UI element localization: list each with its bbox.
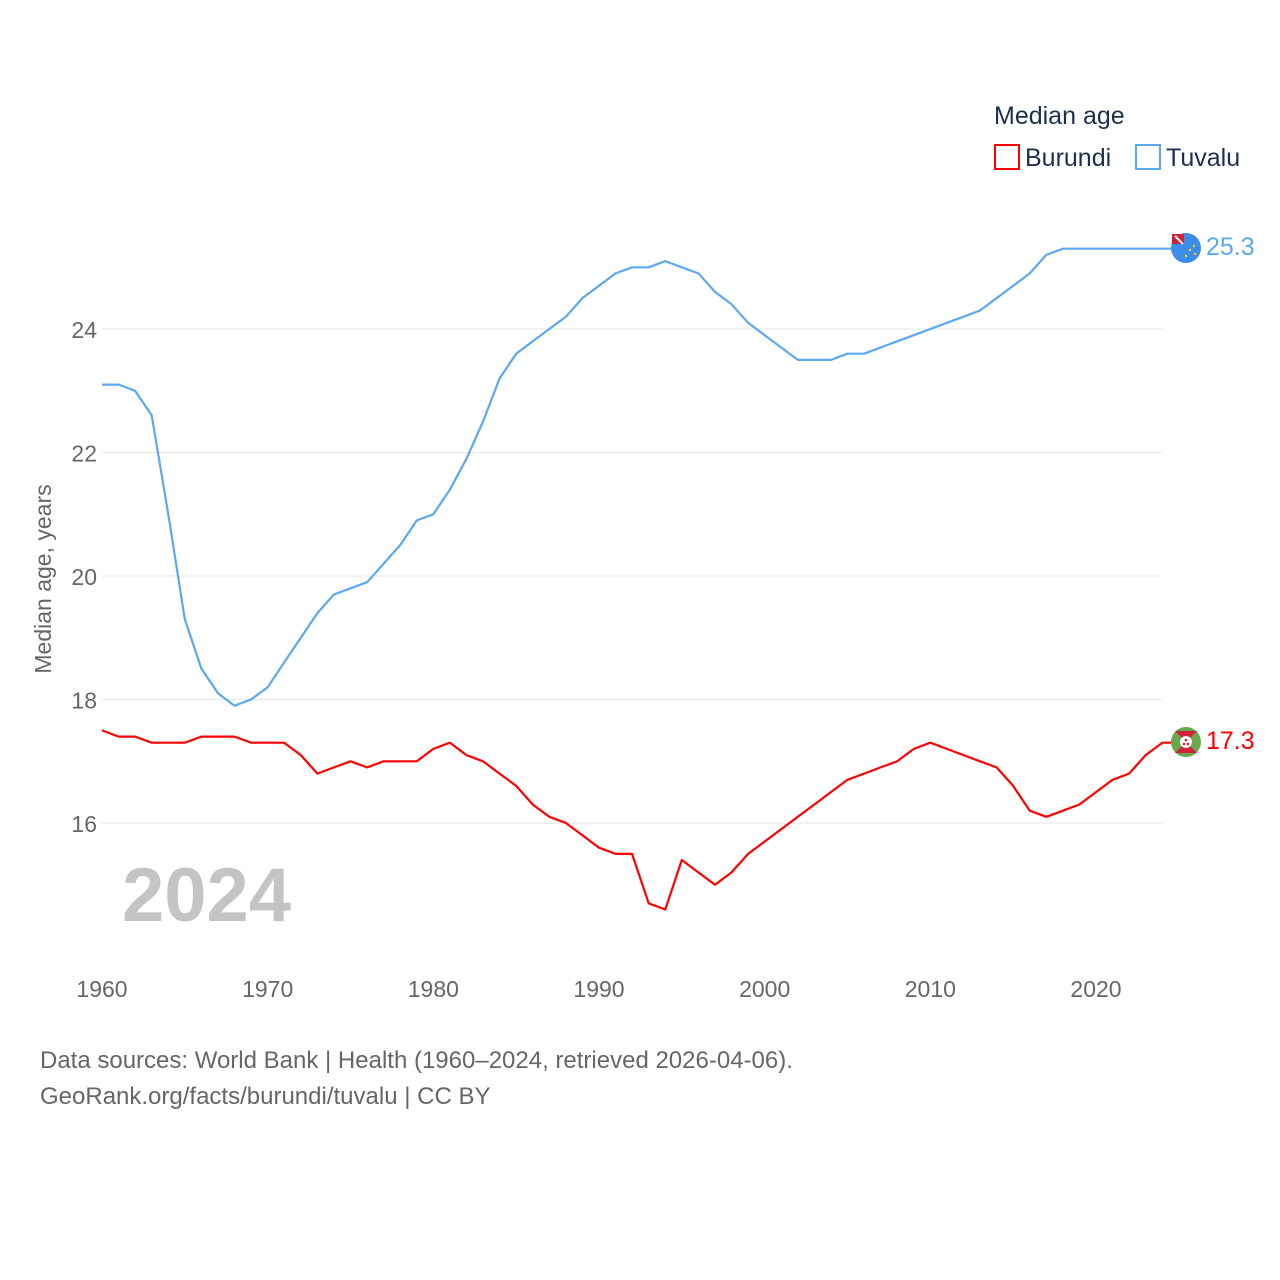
y-tick-label: 18 — [71, 688, 97, 714]
legend-swatch-burundi[interactable] — [994, 144, 1020, 170]
y-tick-label: 22 — [71, 441, 97, 467]
source-link[interactable]: GeoRank.org/facts/burundi/tuvalu | CC BY — [40, 1083, 491, 1110]
x-tick-label: 2020 — [1070, 976, 1121, 1002]
burundi-flag-icon — [1171, 727, 1201, 757]
x-tick-label: 1960 — [76, 976, 127, 1002]
y-axis: 16 18 20 22 24 — [71, 317, 97, 837]
series-line-burundi[interactable] — [101, 729, 1172, 911]
legend-swatch-tuvalu[interactable] — [1135, 144, 1161, 170]
x-tick-label: 1990 — [573, 976, 624, 1002]
legend: Median age Burundi Tuvalu — [994, 102, 1240, 172]
tuvalu-end-value: 25.3 — [1206, 233, 1255, 261]
series-lines — [101, 247, 1172, 911]
grid — [102, 328, 1162, 824]
legend-title: Median age — [994, 102, 1125, 130]
x-tick-label: 1970 — [242, 976, 293, 1002]
y-tick-label: 20 — [71, 564, 97, 590]
series-line-tuvalu[interactable] — [102, 247, 1172, 707]
x-tick-label: 1980 — [408, 976, 459, 1002]
x-tick-label: 2010 — [905, 976, 956, 1002]
year-watermark: 2024 — [122, 853, 291, 938]
tuvalu-flag-icon — [1171, 233, 1201, 263]
y-axis-label: Median age, years — [30, 484, 56, 673]
legend-label-burundi[interactable]: Burundi — [1025, 144, 1111, 172]
legend-label-tuvalu[interactable]: Tuvalu — [1166, 144, 1240, 172]
footer: Data sources: World Bank | Health (1960–… — [40, 1043, 793, 1115]
data-source-note: Data sources: World Bank | Health (1960–… — [40, 1047, 793, 1074]
burundi-end-value: 17.3 — [1206, 727, 1255, 755]
x-axis: 1960 1970 1980 1990 2000 2010 2020 — [76, 976, 1121, 1002]
y-tick-label: 16 — [71, 811, 97, 837]
x-tick-label: 2000 — [739, 976, 790, 1002]
y-tick-label: 24 — [71, 317, 97, 343]
